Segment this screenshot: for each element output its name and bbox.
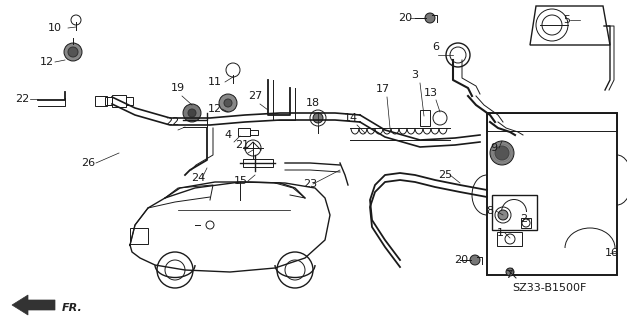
Bar — [130, 228, 148, 244]
Circle shape — [224, 99, 232, 107]
Text: 19: 19 — [171, 83, 185, 93]
Text: 13: 13 — [424, 88, 438, 98]
Bar — [105, 97, 112, 105]
Bar — [112, 95, 126, 107]
Text: 26: 26 — [81, 158, 95, 168]
Text: 22: 22 — [165, 117, 179, 127]
Text: 12: 12 — [208, 104, 222, 114]
Text: 4: 4 — [224, 130, 231, 140]
Text: 18: 18 — [306, 98, 320, 108]
Circle shape — [313, 113, 323, 123]
Text: 21: 21 — [235, 140, 249, 150]
Bar — [420, 110, 430, 126]
Text: 10: 10 — [48, 23, 62, 33]
Text: 1: 1 — [497, 228, 503, 238]
Text: 11: 11 — [208, 77, 222, 87]
Text: 16: 16 — [605, 248, 619, 258]
Circle shape — [64, 43, 82, 61]
Bar — [521, 218, 531, 228]
Circle shape — [506, 268, 514, 276]
Text: SZ33-B1500F: SZ33-B1500F — [512, 283, 586, 293]
Bar — [492, 195, 537, 230]
Bar — [487, 113, 617, 131]
Text: 15: 15 — [234, 176, 248, 186]
Circle shape — [495, 146, 509, 160]
Polygon shape — [12, 295, 55, 315]
Text: 27: 27 — [248, 91, 262, 101]
Text: 22: 22 — [15, 94, 29, 104]
Text: 23: 23 — [303, 179, 317, 189]
Text: 6: 6 — [433, 42, 440, 52]
Circle shape — [425, 13, 435, 23]
Text: 2: 2 — [520, 214, 527, 224]
Text: 17: 17 — [376, 84, 390, 94]
Text: 12: 12 — [40, 57, 54, 67]
Text: 20: 20 — [398, 13, 412, 23]
Bar — [107, 97, 112, 105]
Bar — [238, 128, 250, 136]
Bar — [243, 159, 273, 167]
Circle shape — [470, 255, 480, 265]
Bar — [95, 96, 107, 106]
Text: 7: 7 — [505, 270, 512, 280]
Text: 24: 24 — [191, 173, 205, 183]
Text: 20: 20 — [454, 255, 468, 265]
Circle shape — [188, 109, 196, 117]
Circle shape — [490, 141, 514, 165]
Bar — [487, 113, 617, 275]
Bar — [126, 97, 133, 105]
Circle shape — [183, 104, 201, 122]
Circle shape — [219, 94, 237, 112]
Circle shape — [498, 210, 508, 220]
Text: 5: 5 — [564, 15, 571, 25]
Text: 3: 3 — [411, 70, 418, 80]
Bar — [250, 130, 258, 135]
Text: 8: 8 — [487, 206, 493, 216]
Text: 14: 14 — [344, 113, 358, 123]
Text: 9: 9 — [490, 143, 498, 153]
Circle shape — [68, 47, 78, 57]
Bar — [497, 232, 522, 246]
Text: 25: 25 — [438, 170, 452, 180]
Text: FR.: FR. — [62, 303, 83, 313]
